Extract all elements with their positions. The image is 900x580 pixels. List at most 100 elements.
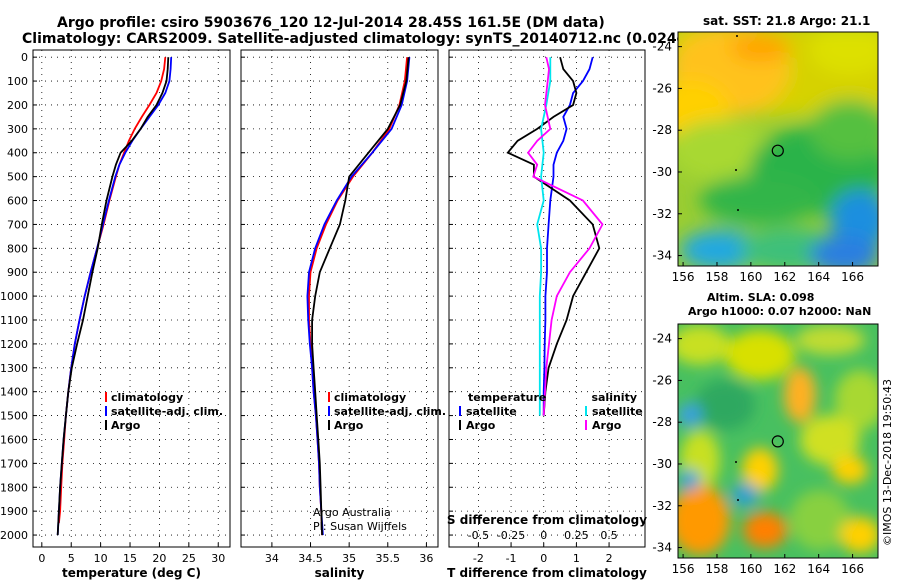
argo-position-marker: [771, 144, 784, 157]
temp-legend-entry: Argo: [111, 419, 141, 432]
tick-label-depth: 100: [7, 75, 28, 88]
panel-frame: [448, 49, 646, 548]
map-tick-label-x: 158: [706, 270, 729, 284]
tick-label-x: 34.5: [298, 552, 323, 565]
series-satellite-adj-clim-: [56, 57, 173, 536]
tick-label-x: 15: [123, 552, 137, 565]
tick-label-x: -2: [473, 552, 484, 565]
sst-map: sat. SST: 21.8 Argo: 21.1: [652, 14, 879, 284]
sla-map-subtitle: Argo h1000: 0.07 h2000: NaN: [688, 305, 871, 318]
map-tick-label-x: 156: [672, 270, 695, 284]
map-tick-label-y: -24: [652, 332, 672, 346]
diff-top-tick-label: 0: [540, 529, 547, 542]
tick-label-depth: 1300: [0, 362, 28, 375]
tick-label-x: 35: [342, 552, 356, 565]
tick-label-depth: 800: [7, 242, 28, 255]
credit-line-2: PI: Susan Wijffels: [313, 520, 407, 533]
panel-difference: -2 -1 0 1 2T difference from climatology: [447, 49, 647, 580]
temp-legend-entry: satellite-adj. clim.: [111, 405, 223, 418]
diff-top-tick-label: -0.5: [468, 529, 489, 542]
tick-label-depth: 1000: [0, 290, 28, 303]
series-satellite-adj-clim-: [306, 57, 411, 536]
series-t-argo: [506, 56, 601, 416]
diff-legend-temp-argo: Argo: [466, 419, 496, 432]
map-tick-label-y: -34: [652, 541, 672, 555]
tick-label-depth: 1200: [0, 338, 28, 351]
map-tick-label-y: -32: [652, 207, 672, 221]
credit-line-1: Argo Australia: [313, 506, 391, 519]
map-tick-label-y: -28: [652, 123, 672, 137]
tick-label-depth: 1900: [0, 505, 28, 518]
panel-frame: [240, 49, 439, 548]
series-t-satellite: [542, 56, 594, 416]
tick-label-x: -1: [506, 552, 517, 565]
title-line-1: Argo profile: csiro 5903676_120 12-Jul-2…: [57, 15, 605, 31]
tick-label-depth: 1500: [0, 410, 28, 423]
tick-label-depth: 500: [7, 171, 28, 184]
tick-label-x: 35.5: [376, 552, 401, 565]
series-s-argo: [526, 57, 604, 416]
diff-legend-temp-title: temperature: [468, 391, 546, 404]
tick-label-depth: 600: [7, 195, 28, 208]
tick-label-depth: 400: [7, 147, 28, 160]
map-tick-label-y: -30: [652, 165, 672, 179]
map-tick-label-x: 160: [739, 562, 762, 576]
tick-label-depth: 1600: [0, 433, 28, 446]
tick-label-x: 30: [211, 552, 225, 565]
map-tick-label-y: -34: [652, 249, 672, 263]
tick-label-depth: 2000: [0, 529, 28, 542]
tick-label-x: 2: [606, 552, 613, 565]
map-tick-label-x: 166: [841, 270, 864, 284]
tick-label-x: 25: [182, 552, 196, 565]
diff-legend-sal-argo: Argo: [592, 419, 622, 432]
tick-label-x: 1: [573, 552, 580, 565]
tick-label-depth: 0: [21, 51, 28, 64]
map-tick-label-x: 162: [773, 270, 796, 284]
map-tick-label-y: -28: [652, 415, 672, 429]
diff-top-tick-label: 0.25: [564, 529, 589, 542]
tick-label-depth: 1800: [0, 481, 28, 494]
map-tick-label-x: 162: [773, 562, 796, 576]
map-tick-label-y: -30: [652, 457, 672, 471]
tick-label-x: 10: [94, 552, 108, 565]
series-s-satellite: [536, 57, 552, 416]
series-argo: [56, 57, 170, 536]
map-tick-label-y: -26: [652, 373, 672, 387]
map-tick-label-x: 158: [706, 562, 729, 576]
sla-map-title: Altim. SLA: 0.098: [707, 291, 814, 304]
tick-label-x: 36: [419, 552, 433, 565]
sla-map: Altim. SLA: 0.098 Argo h1000: 0.07 h2000…: [652, 291, 879, 576]
sal-legend-entry: climatology: [334, 391, 406, 404]
map-tick-label-x: 156: [672, 562, 695, 576]
diff-legend-sal-satellite: satellite: [592, 405, 643, 418]
tick-label-depth: 700: [7, 218, 28, 231]
tick-label-x: 0: [38, 552, 45, 565]
panel-salinity: 34 34.5 35 35.5 36 salinity: [240, 49, 439, 580]
series-climatology: [58, 57, 167, 524]
tick-label-depth: 1100: [0, 314, 28, 327]
tick-label-depth: 1400: [0, 386, 28, 399]
temp-legend-entry: climatology: [111, 391, 183, 404]
argo-position-marker-sla: [771, 435, 784, 448]
series-argo: [311, 57, 410, 536]
panel-temperature: 0 5 10 15 20 25 30 temperature (deg C): [32, 49, 231, 580]
tick-label-x: 20: [152, 552, 166, 565]
x-axis-label: salinity: [315, 566, 365, 580]
tick-label-depth: 200: [7, 99, 28, 112]
imos-stamp: ©IMOS 13-Dec-2018 19:50:43: [881, 379, 894, 546]
sst-map-title: sat. SST: 21.8 Argo: 21.1: [703, 14, 870, 28]
panel-frame: [32, 49, 231, 548]
diff-top-tick-label: -0.25: [497, 529, 525, 542]
sal-legend-entry: satellite-adj. clim.: [334, 405, 446, 418]
diff-top-axis-label: S difference from climatology: [447, 513, 647, 527]
tick-label-x: 0: [540, 552, 547, 565]
x-axis-label: temperature (deg C): [62, 566, 201, 580]
title-line-2: Climatology: CARS2009. Satellite-adjuste…: [22, 31, 750, 47]
map-tick-label-x: 164: [807, 562, 830, 576]
map-tick-label-y: -24: [652, 40, 672, 54]
map-tick-label-y: -32: [652, 499, 672, 513]
map-tick-label-y: -26: [652, 81, 672, 95]
diff-legend-sal-title: salinity: [591, 391, 637, 404]
